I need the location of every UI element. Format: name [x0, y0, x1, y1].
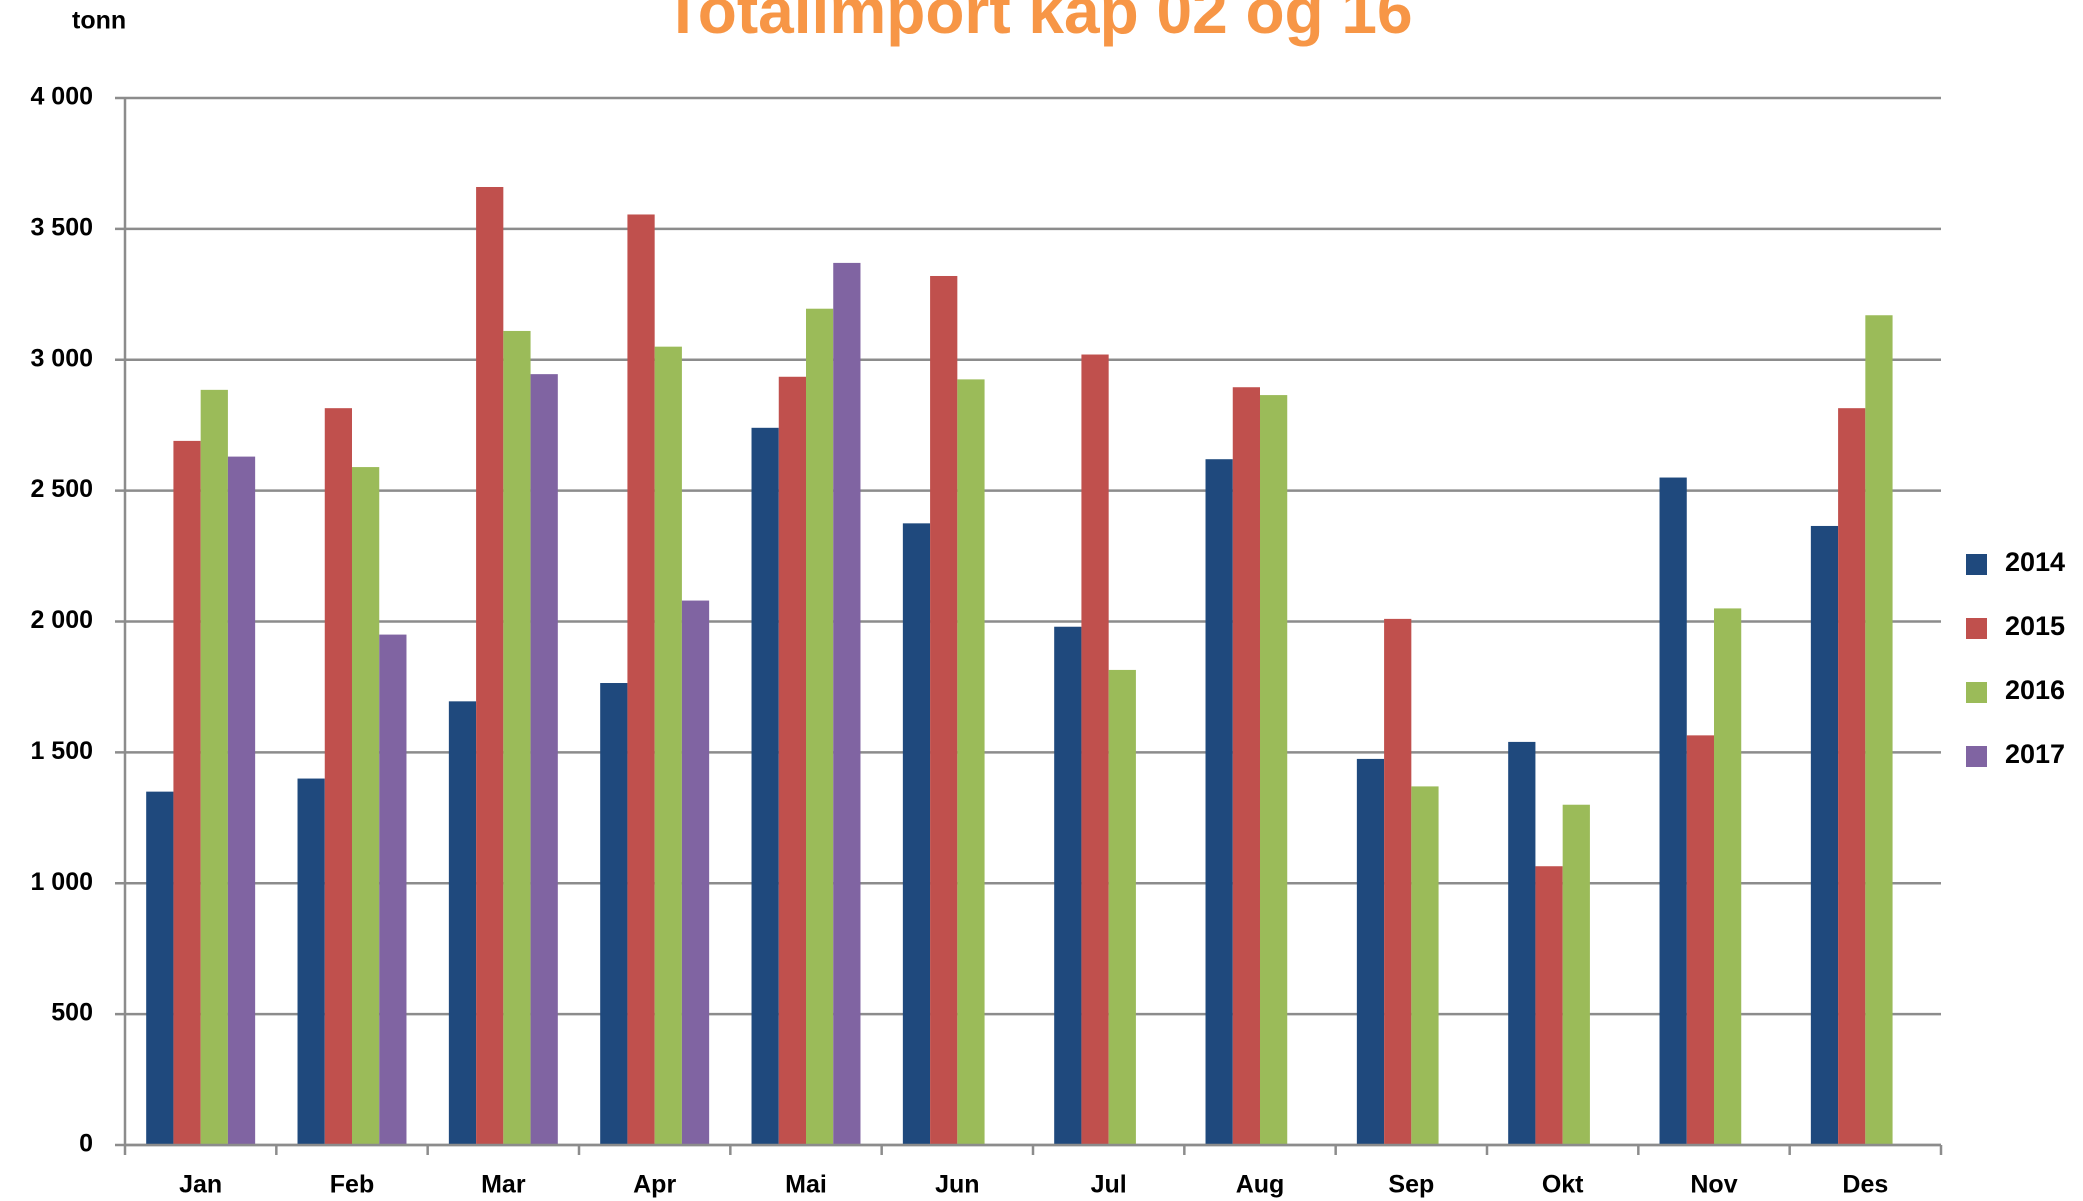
bar	[1838, 408, 1866, 1146]
bar	[1535, 866, 1563, 1145]
y-tick-label: 3 500	[30, 213, 93, 241]
y-tick-label: 500	[51, 999, 93, 1027]
legend-swatch	[1966, 746, 1987, 767]
chart-title: Totalimport kap 02 og 16	[663, 0, 1412, 47]
bar	[627, 214, 655, 1145]
bar	[379, 634, 407, 1145]
y-tick-label: 2 000	[30, 606, 93, 634]
bar	[957, 379, 985, 1146]
bar	[600, 683, 628, 1145]
bar	[173, 440, 201, 1146]
bar	[476, 186, 504, 1145]
y-tick-label: 3 000	[30, 344, 93, 372]
x-tick-label: Des	[1842, 1171, 1888, 1199]
legend-label: 2017	[2005, 739, 2065, 769]
bar	[1659, 477, 1687, 1146]
x-tick-label: Feb	[330, 1171, 374, 1199]
bar	[902, 523, 931, 1145]
bar	[200, 389, 228, 1145]
legend-swatch	[1966, 682, 1987, 703]
bar	[930, 275, 958, 1145]
bar	[1260, 395, 1288, 1145]
bar	[1232, 387, 1260, 1145]
bar	[1205, 459, 1233, 1146]
bar	[227, 456, 256, 1145]
bar	[448, 701, 477, 1145]
bar	[1508, 741, 1536, 1145]
bar	[833, 262, 861, 1146]
y-tick-label: 1 000	[30, 868, 93, 896]
x-tick-label: Apr	[633, 1171, 676, 1199]
legend-label: 2015	[2005, 611, 2065, 641]
x-tick-label: Sep	[1388, 1171, 1434, 1199]
bar	[297, 778, 325, 1145]
bar	[1562, 804, 1590, 1145]
x-tick-label: Mai	[785, 1171, 827, 1199]
x-tick-label: Jul	[1091, 1171, 1127, 1199]
bar	[1714, 608, 1742, 1145]
bar	[1384, 618, 1412, 1145]
bar	[681, 600, 710, 1145]
bar	[1810, 525, 1839, 1145]
bar	[1411, 786, 1439, 1145]
legend-label: 2016	[2005, 675, 2065, 705]
bar	[1108, 669, 1136, 1145]
legend-label: 2014	[2005, 547, 2065, 577]
legend-swatch	[1966, 618, 1987, 639]
x-tick-label: Mar	[481, 1171, 526, 1199]
bar	[1356, 758, 1385, 1145]
x-tick-label: Jan	[179, 1171, 222, 1199]
bar	[1054, 626, 1082, 1145]
y-axis-label: tonn	[72, 7, 126, 35]
x-tick-label: Okt	[1542, 1171, 1584, 1199]
bar	[146, 791, 174, 1145]
bar	[503, 330, 531, 1145]
x-tick-label: Jun	[935, 1171, 979, 1199]
bar	[778, 376, 806, 1145]
bar	[654, 346, 682, 1146]
bar	[1865, 315, 1893, 1145]
bar	[352, 467, 380, 1145]
bar	[1686, 735, 1714, 1145]
bar	[530, 374, 558, 1145]
x-tick-label: Nov	[1690, 1171, 1737, 1199]
y-tick-label: 4 000	[30, 83, 93, 111]
y-tick-label: 1 500	[30, 737, 93, 765]
bar	[806, 308, 834, 1145]
y-tick-label: 2 500	[30, 475, 93, 503]
y-tick-label: 0	[79, 1130, 93, 1158]
bar	[324, 408, 352, 1146]
bar	[751, 427, 779, 1145]
legend-swatch	[1966, 554, 1987, 575]
bar	[1081, 354, 1109, 1145]
x-tick-label: Aug	[1236, 1171, 1285, 1199]
